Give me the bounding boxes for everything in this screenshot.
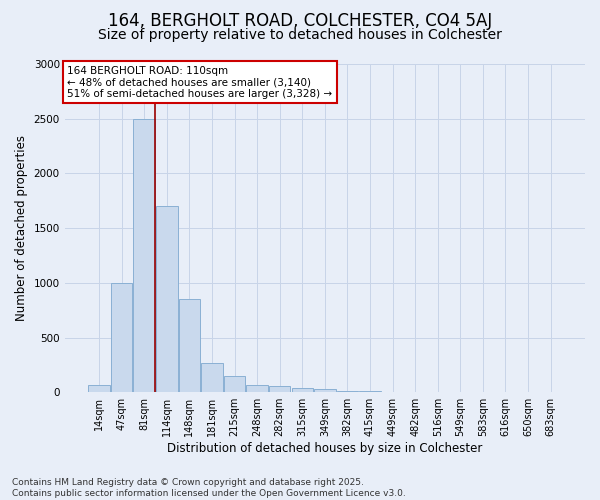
- Bar: [156, 206, 178, 392]
- Bar: [314, 390, 335, 392]
- Y-axis label: Number of detached properties: Number of detached properties: [15, 135, 28, 321]
- Bar: [201, 362, 223, 392]
- Bar: [133, 118, 155, 392]
- Bar: [337, 390, 358, 392]
- Text: Contains HM Land Registry data © Crown copyright and database right 2025.
Contai: Contains HM Land Registry data © Crown c…: [12, 478, 406, 498]
- Bar: [292, 388, 313, 392]
- Bar: [88, 384, 110, 392]
- Bar: [359, 391, 381, 392]
- Bar: [247, 384, 268, 392]
- X-axis label: Distribution of detached houses by size in Colchester: Distribution of detached houses by size …: [167, 442, 482, 455]
- Bar: [224, 376, 245, 392]
- Text: Size of property relative to detached houses in Colchester: Size of property relative to detached ho…: [98, 28, 502, 42]
- Text: 164 BERGHOLT ROAD: 110sqm
← 48% of detached houses are smaller (3,140)
51% of se: 164 BERGHOLT ROAD: 110sqm ← 48% of detac…: [67, 66, 332, 99]
- Bar: [111, 283, 133, 392]
- Text: 164, BERGHOLT ROAD, COLCHESTER, CO4 5AJ: 164, BERGHOLT ROAD, COLCHESTER, CO4 5AJ: [108, 12, 492, 30]
- Bar: [269, 386, 290, 392]
- Bar: [179, 299, 200, 392]
